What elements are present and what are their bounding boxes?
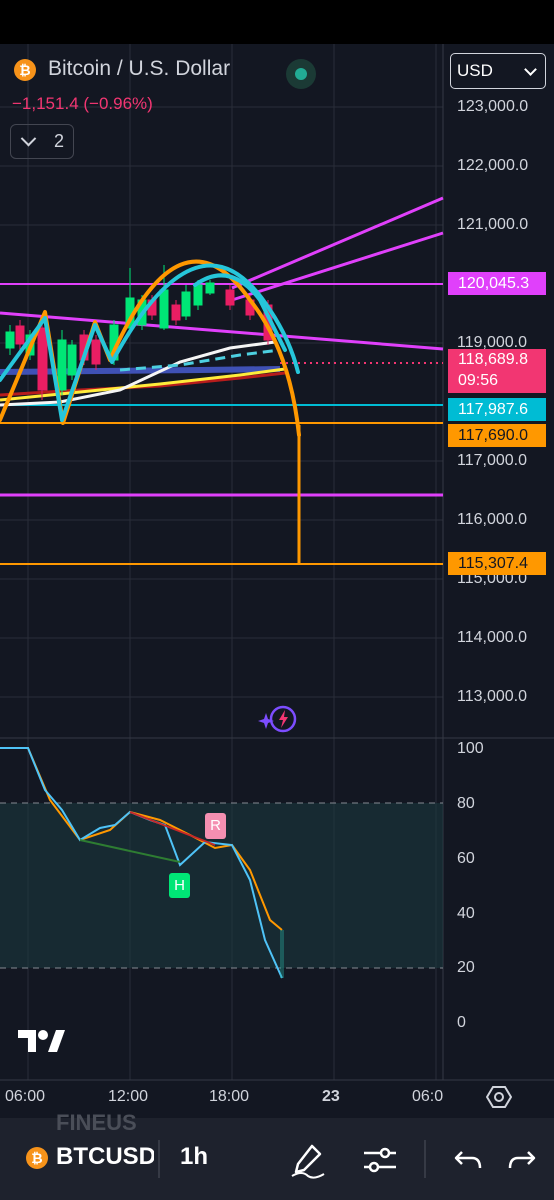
moving-averages [0, 340, 286, 407]
last-price-tag: 118,689.8 [448, 349, 546, 371]
market-open-dot-icon[interactable] [286, 59, 316, 89]
chevron-down-icon [524, 62, 537, 76]
resistance-line-1 [231, 196, 444, 290]
price-axis-label: 113,000.0 [457, 688, 527, 705]
indicators-toggle-button[interactable]: 2 [10, 124, 74, 159]
time-axis-label: 12:00 [108, 1088, 149, 1105]
price-tag: 117,690.0 [448, 424, 546, 447]
symbol-search-button[interactable]: BTCUSD [56, 1143, 154, 1170]
resistance-line-2 [231, 231, 444, 302]
price-axis-label: 121,000.0 [457, 216, 529, 233]
oscillator-axis-label: 20 [457, 959, 475, 976]
tradingview-logo [18, 1028, 66, 1054]
hidden-divergence-marker[interactable]: H [169, 873, 190, 898]
oscillator-axis-label: 60 [457, 850, 475, 867]
time-axis-label: 18:00 [209, 1088, 250, 1105]
oscillator-slow-line [0, 747, 283, 931]
toolbar-divider [158, 1140, 160, 1178]
chart-settings-icon[interactable] [485, 1084, 513, 1110]
descending-line [0, 311, 444, 351]
sparkle-assistant-icon[interactable] [258, 703, 298, 737]
bitcoin-icon: ₿ [26, 1147, 48, 1169]
price-tag: 120,045.3 [448, 272, 546, 295]
price-axis-label: 123,000.0 [457, 98, 529, 115]
time-axis-label: 06:0 [412, 1088, 444, 1105]
oscillator-axis-label: 100 [457, 740, 484, 757]
bitcoin-icon: ₿ [14, 59, 36, 81]
indicators-count: 2 [54, 131, 65, 151]
price-axis-label: 114,000.0 [457, 629, 527, 646]
price-axis-label: 116,000.0 [457, 511, 527, 528]
price-tag: 117,987.6 [448, 398, 546, 421]
bar-countdown: 09:56 [448, 371, 546, 393]
price-tag: 115,307.4 [448, 552, 546, 575]
oscillator-axis-label: 80 [457, 795, 475, 812]
draw-pen-icon[interactable] [288, 1140, 328, 1180]
regular-divergence-marker[interactable]: R [205, 813, 226, 839]
currency-label: USD [457, 61, 493, 80]
price-change: −1,151.4 (−0.96%) [12, 94, 153, 113]
price-axis-label: 117,000.0 [457, 452, 527, 469]
bottom-toolbar: FINEUS ₿ BTCUSD 1h [0, 1110, 554, 1200]
oscillator-axis-label: 40 [457, 905, 475, 922]
interval-button[interactable]: 1h [180, 1143, 209, 1170]
redo-icon[interactable] [508, 1140, 548, 1180]
price-axis-label: 119,000.0 [457, 334, 527, 351]
oscillator-axis-label: 0 [457, 1014, 466, 1031]
currency-select[interactable]: USD [450, 53, 546, 89]
undo-icon[interactable] [448, 1140, 488, 1180]
settings-sliders-icon[interactable] [360, 1140, 400, 1180]
chevron-down-icon [20, 130, 37, 147]
status-bar [0, 0, 554, 44]
price-axis-label: 122,000.0 [457, 157, 529, 174]
toolbar-divider [424, 1140, 426, 1178]
chart-area[interactable]: ₿ Bitcoin / U.S. Dollar −1,151.4 (−0.96%… [0, 44, 554, 1118]
time-axis-label: 06:00 [5, 1088, 46, 1105]
chart-title[interactable]: Bitcoin / U.S. Dollar [48, 57, 231, 80]
ghost-symbol-text: FINEUS [56, 1110, 137, 1135]
trendlines [0, 196, 444, 565]
time-axis-label: 23 [322, 1088, 340, 1105]
pattern-drawings [0, 259, 301, 437]
